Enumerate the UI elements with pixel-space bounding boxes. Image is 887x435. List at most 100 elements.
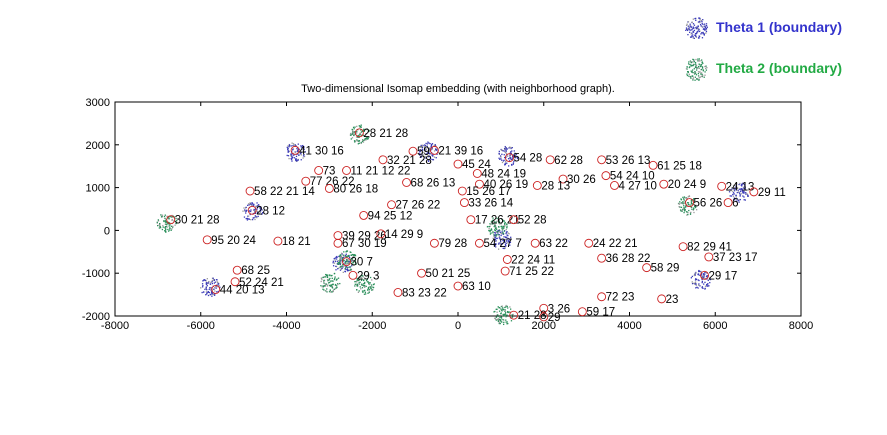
sample-marker (348, 270, 358, 280)
cluster-dot (335, 287, 337, 289)
sample-label: 32 21 28 (387, 155, 432, 167)
cluster-dot (743, 196, 745, 198)
cluster-dot (344, 268, 346, 270)
cluster-dot (694, 205, 696, 208)
cluster-dot (175, 217, 177, 220)
sample-label: 50 21 25 (426, 268, 471, 280)
sample-marker (247, 205, 257, 215)
cluster-dot (255, 206, 257, 208)
cluster-dot (699, 20, 701, 23)
cluster-dot (357, 135, 359, 137)
cluster-dot (701, 281, 703, 284)
cluster-dot (497, 233, 499, 235)
cluster-dot (500, 232, 503, 235)
cluster-dot (701, 73, 703, 76)
sample-label: 52 24 21 (239, 277, 284, 289)
cluster-dot (704, 71, 706, 73)
cluster-dot (505, 160, 507, 162)
cluster-dot (330, 275, 333, 277)
cluster-dot (502, 307, 504, 309)
cluster-dot (691, 282, 694, 285)
cluster-dot (340, 252, 343, 254)
cluster-dot (501, 243, 503, 246)
cluster-dot (286, 154, 288, 157)
cluster-dot (357, 291, 360, 294)
cluster-dot (695, 287, 697, 289)
cluster-dot (500, 308, 502, 310)
cluster-dot (497, 320, 500, 323)
cluster-dot (683, 199, 685, 201)
cluster-dot (697, 28, 699, 30)
cluster-dot (303, 146, 305, 148)
cluster-dot (737, 191, 740, 193)
cluster-dot (301, 148, 303, 151)
cluster-dot (437, 151, 440, 154)
cluster-dot (692, 72, 694, 74)
cluster-dot (346, 269, 348, 271)
cluster-dot (692, 31, 695, 33)
cluster-dot (334, 283, 337, 286)
cluster-dot (296, 150, 298, 153)
cluster-dot (685, 205, 687, 207)
cluster-dot (356, 279, 358, 282)
cluster-dot (702, 33, 704, 35)
cluster-dot (250, 209, 252, 211)
cluster-dot (687, 33, 689, 36)
sample-label: 39 29 26 (342, 231, 387, 243)
cluster-dot (509, 156, 511, 159)
cluster-dot (706, 283, 709, 285)
cluster-dot (503, 245, 506, 248)
sample-point: 37 23 17 (704, 252, 758, 264)
cluster-dot (209, 287, 211, 289)
cluster-dot (701, 286, 704, 288)
cluster-dot (419, 150, 421, 152)
cluster-dot (731, 186, 733, 189)
cluster-dot (164, 217, 166, 220)
cluster-dot (694, 79, 696, 81)
cluster-dot (357, 140, 360, 142)
cluster-dot (693, 274, 695, 277)
cluster-dot (366, 128, 368, 130)
cluster-dot (692, 208, 695, 211)
sample-marker (314, 166, 324, 175)
cluster-dot (697, 25, 699, 27)
sample-label: 11 21 12 22 (351, 165, 411, 177)
cluster-dot (355, 136, 358, 138)
cluster-dot (515, 154, 518, 156)
cluster-dot (337, 260, 340, 262)
cluster-dot (354, 285, 356, 287)
cluster-dot (345, 253, 347, 255)
cluster-dot (504, 221, 506, 224)
cluster-dot (165, 223, 167, 225)
cluster-dot (706, 285, 708, 287)
cluster-dot (679, 206, 681, 208)
cluster-dot (495, 227, 497, 229)
cluster-dot (425, 157, 427, 159)
cluster-dot (504, 222, 506, 225)
cluster-dot (430, 145, 432, 148)
theta-2-cluster (320, 272, 341, 293)
cluster-dot (363, 282, 366, 285)
cluster-dot (702, 19, 704, 21)
sample-label: 3 26 (548, 303, 570, 315)
cluster-dot (256, 211, 259, 214)
cluster-dot (158, 222, 161, 225)
cluster-dot (682, 201, 684, 203)
cluster-dot (504, 223, 506, 225)
cluster-dot (211, 282, 214, 285)
sample-label: 56 26 (694, 198, 723, 210)
cluster-dot (498, 229, 500, 231)
cluster-dot (698, 17, 700, 19)
cluster-dot (745, 191, 747, 194)
cluster-dot (340, 265, 342, 268)
cluster-dot (491, 229, 493, 231)
cluster-dot (351, 129, 354, 131)
cluster-dot (697, 72, 700, 75)
cluster-dot (364, 284, 366, 287)
cluster-dot (510, 315, 512, 318)
cluster-dot (697, 287, 699, 289)
cluster-dot (730, 189, 732, 192)
cluster-dot (498, 318, 501, 321)
cluster-dot (372, 289, 374, 291)
cluster-dot (300, 145, 302, 147)
